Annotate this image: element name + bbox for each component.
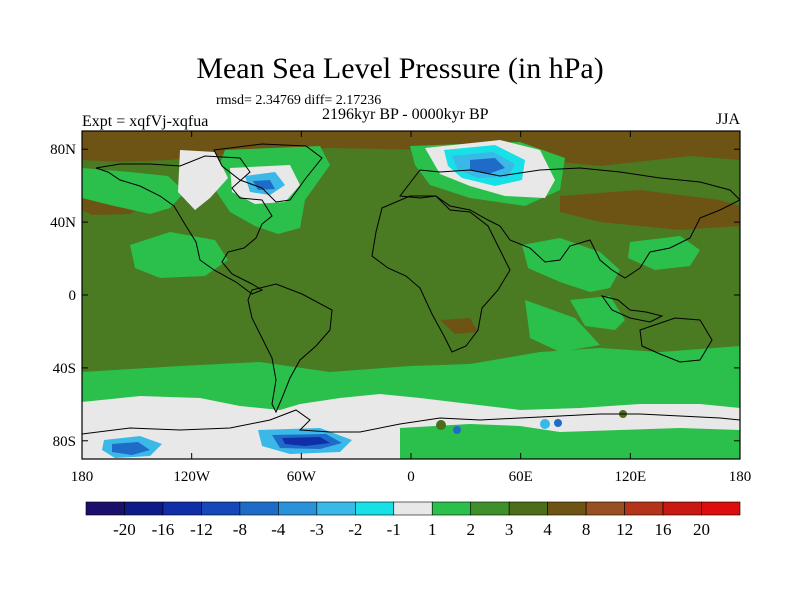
lon-tick-label: 180: [729, 469, 752, 485]
colorbar-swatch: [547, 501, 587, 516]
axes: 80N 40N 0 40S 80S 180 120W 60W 0 60E 120E 180: [50, 131, 751, 485]
colorbar-swatch: [278, 501, 318, 516]
antarctic-dot-3: [540, 419, 550, 429]
lat-tick-label: 80N: [50, 142, 76, 158]
colorbar-swatch: [201, 501, 241, 516]
lon-tick-label: 60W: [287, 469, 317, 485]
weddell-negative-strong: [282, 437, 330, 446]
colorbar-label: 12: [616, 520, 633, 539]
north-america-coast: [95, 155, 273, 295]
lon-tick-label: 0: [407, 469, 415, 485]
lat-tick-label: 0: [69, 288, 77, 304]
colorbar: -20 -16 -12 -8 -4 -3 -2 -1 1 2 3 4 8 12 16 20: [85, 501, 741, 539]
colorbar-swatch: [162, 501, 202, 516]
contour-fields: [82, 131, 740, 459]
colorbar-label: -4: [271, 520, 286, 539]
experiment-label: Expt = xqfVj-xqfua: [82, 113, 209, 130]
colorbar-label: 20: [693, 520, 710, 539]
colorbar-label: 3: [505, 520, 514, 539]
map-title: Mean Sea Level Pressure (in hPa): [196, 52, 604, 85]
colorbar-label: 4: [543, 520, 552, 539]
colorbar-swatch: [470, 501, 510, 516]
season-label: JJA: [716, 111, 741, 128]
maritime-continent-coast: [600, 295, 664, 323]
colorbar-label: -3: [310, 520, 324, 539]
colorbar-swatch: [662, 501, 702, 516]
colorbar-swatch: [354, 501, 395, 516]
antarctic-dot-1: [436, 420, 446, 430]
west-pacific-green-patch: [628, 236, 700, 270]
east-pacific-green-patch: [130, 232, 228, 278]
colorbar-swatch: [701, 501, 741, 516]
colorbar-label: 8: [582, 520, 591, 539]
colorbar-swatch: [124, 501, 164, 516]
africa-coast: [371, 195, 511, 353]
colorbar-label: 2: [466, 520, 475, 539]
ross-sea-negative-mid: [112, 442, 150, 455]
lon-tick-label: 180: [71, 469, 94, 485]
antarctic-dot-2: [453, 426, 461, 434]
colorbar-label: 1: [428, 520, 437, 539]
colorbar-label: -2: [348, 520, 362, 539]
antarctica-coast: [82, 409, 740, 435]
colorbar-swatch: [508, 501, 548, 516]
south-africa-brown-patch: [440, 318, 478, 334]
pacific-sector-near-zero: [82, 398, 360, 434]
colorbar-swatch: [239, 501, 279, 516]
antarctic-dot-4: [554, 419, 562, 427]
colorbar-label: -1: [387, 520, 401, 539]
south-america-coast: [247, 283, 333, 414]
barents-negative-mid: [470, 158, 505, 174]
rmsd-diff-stats: rmsd= 2.34769 diff= 2.17236: [216, 93, 382, 108]
colorbar-swatch: [85, 501, 125, 516]
eurasia-coast: [399, 167, 740, 279]
colorbar-swatch: [393, 501, 433, 516]
south-indian-green-patch: [525, 300, 600, 352]
lat-tick-label: 40S: [53, 361, 76, 377]
colorbar-swatch: [431, 501, 472, 516]
greenland-coast: [213, 143, 323, 203]
north-pacific-green-patch: [82, 168, 185, 214]
australia-coast: [639, 317, 713, 363]
colorbar-swatch: [624, 501, 664, 516]
coastlines: [82, 143, 740, 435]
indonesia-green-patch: [570, 296, 625, 330]
period-label: 2196kyr BP - 0000kyr BP: [322, 106, 489, 123]
canada-near-zero: [178, 150, 228, 210]
colorbar-swatch: [316, 501, 356, 516]
colorbar-label: 16: [655, 520, 672, 539]
colorbar-label: -12: [190, 520, 213, 539]
colorbar-label: -16: [152, 520, 175, 539]
colorbar-label: -20: [113, 520, 136, 539]
lon-tick-label: 120E: [614, 469, 646, 485]
greenland-negative-mid: [253, 180, 275, 190]
lon-tick-label: 120W: [173, 469, 211, 485]
lon-tick-label: 60E: [509, 469, 533, 485]
lat-tick-label: 80S: [53, 434, 76, 450]
lat-tick-label: 40N: [50, 215, 76, 231]
colorbar-label: -8: [233, 520, 247, 539]
east-antarctic-green-strip: [400, 424, 740, 459]
asia-brown-patch: [560, 190, 740, 230]
colorbar-swatch: [585, 501, 625, 516]
